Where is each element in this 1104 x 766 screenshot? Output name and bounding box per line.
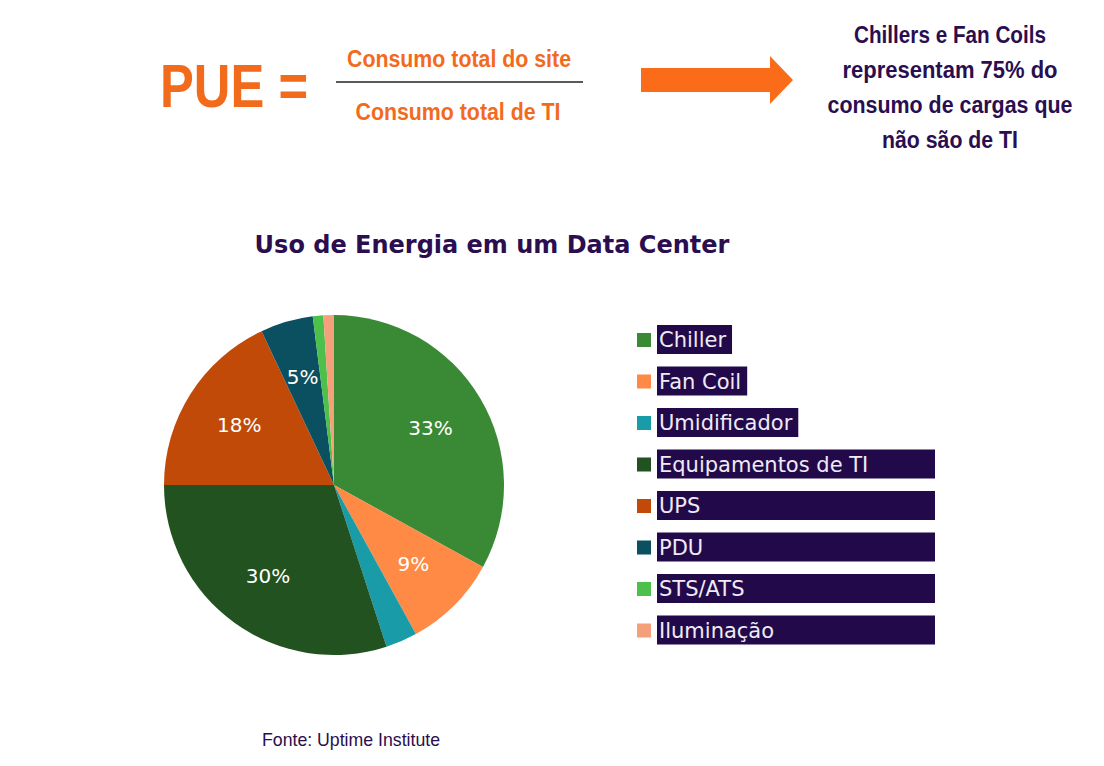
legend: Chiller Fan Coil Umidificador Equipamentos …	[637, 325, 935, 645]
note-line: consumo de cargas que	[828, 92, 1073, 118]
data-label: 5%	[287, 365, 319, 389]
legend-swatch	[637, 458, 651, 472]
legend-label: Fan Coil	[659, 370, 741, 394]
legend-swatch	[637, 333, 651, 347]
chart-title: Uso de Energia em um Data Center	[255, 231, 730, 259]
pie-slice	[323, 315, 334, 485]
pie-slice	[164, 485, 387, 655]
data-label: 33%	[408, 416, 452, 440]
legend-label-bg	[657, 367, 747, 396]
legend-label: UPS	[659, 494, 700, 518]
pie-slice	[313, 315, 334, 485]
legend-swatch	[637, 624, 651, 638]
fraction-bar	[336, 81, 583, 83]
source: Fonte: Uptime Institute	[262, 729, 440, 750]
note-line: não são de TI	[882, 127, 1018, 153]
legend-label-bg	[657, 408, 798, 437]
note-line: Chillers e Fan Coils	[854, 22, 1046, 48]
denominator: Consumo total de TI	[356, 99, 561, 125]
legend-swatch	[637, 541, 651, 555]
legend-label: Equipamentos de TI	[659, 453, 868, 477]
legend-label: Iluminação	[659, 619, 774, 643]
legend-label-bg	[657, 450, 935, 479]
formula-lhs: PUE =	[160, 51, 308, 120]
arrow	[641, 56, 793, 104]
pie-labels: 33% 9% 30% 18% 5%	[217, 365, 453, 588]
legend-swatch	[637, 416, 651, 430]
legend-label: STS/ATS	[659, 577, 744, 601]
note-line: representam 75% do	[843, 57, 1058, 83]
legend-label-bg	[657, 574, 935, 603]
canvas: PUE = Consumo total do site Consumo total …	[0, 0, 1104, 766]
legend-label-bg	[657, 325, 732, 354]
legend-swatch	[637, 582, 651, 596]
legend-label-bg	[657, 533, 935, 562]
data-label: 18%	[217, 413, 261, 437]
pie	[164, 315, 504, 655]
legend-label-bg	[657, 491, 935, 520]
legend-label-bg	[657, 616, 935, 645]
legend-label: PDU	[659, 536, 703, 560]
legend-label: Umidificador	[659, 411, 793, 435]
legend-label: Chiller	[659, 328, 726, 352]
legend-swatch	[637, 375, 651, 389]
numerator: Consumo total do site	[347, 46, 571, 72]
legend-swatch	[637, 499, 651, 513]
data-label: 30%	[246, 564, 290, 588]
data-label: 9%	[397, 552, 429, 576]
